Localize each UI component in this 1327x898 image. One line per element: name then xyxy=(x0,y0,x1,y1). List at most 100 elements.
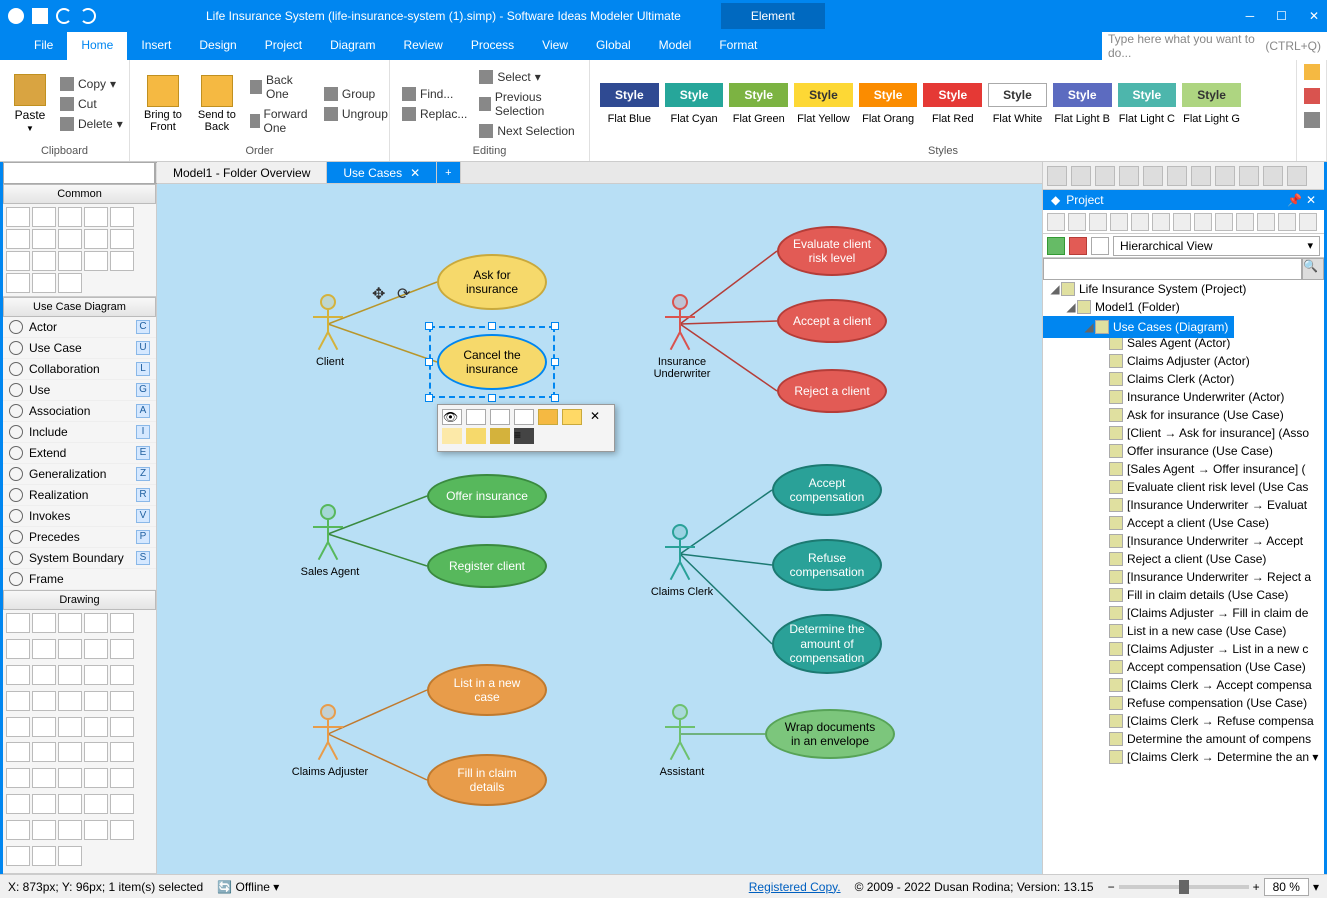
drawing-tool[interactable] xyxy=(32,665,56,685)
drawing-tool[interactable] xyxy=(58,846,82,866)
minibar-button[interactable] xyxy=(1089,213,1107,231)
popup-close-icon[interactable]: ✕ xyxy=(590,409,610,425)
zoom-value[interactable]: 80 % xyxy=(1264,878,1309,896)
forward-one-button[interactable]: Forward One xyxy=(248,106,314,136)
drawing-tool[interactable] xyxy=(84,639,108,659)
actor-clerk[interactable]: Claims Clerk xyxy=(657,524,707,598)
style-popup[interactable]: 👁✕≡ xyxy=(437,404,615,452)
selection-handle[interactable] xyxy=(551,322,559,330)
paste-button[interactable]: Paste ▼ xyxy=(10,72,50,135)
tool-use[interactable]: UseG xyxy=(3,380,156,401)
tool-realization[interactable]: RealizationR xyxy=(3,485,156,506)
prev-selection-button[interactable]: Previous Selection xyxy=(477,89,579,119)
zoom-control[interactable]: − + 80 % ▾ xyxy=(1108,878,1319,896)
panel-header-ucd[interactable]: Use Case Diagram xyxy=(3,297,156,317)
popup-tool[interactable] xyxy=(466,409,486,425)
project-header[interactable]: Project 📌✕ xyxy=(1043,190,1324,210)
refresh-icon[interactable] xyxy=(1047,237,1065,255)
selection-handle[interactable] xyxy=(425,322,433,330)
popup-tool[interactable] xyxy=(514,409,534,425)
menu-project[interactable]: Project xyxy=(251,32,316,60)
send-back-button[interactable]: Send to Back xyxy=(194,73,240,135)
tree-twisty[interactable]: ◢ xyxy=(1049,282,1061,296)
style-flat-yellow[interactable]: Style xyxy=(794,83,853,107)
menu-review[interactable]: Review xyxy=(389,32,456,60)
tree-node[interactable]: [Claims Clerk → Refuse compensa xyxy=(1043,712,1324,730)
common-tool[interactable] xyxy=(32,251,56,271)
tree-twisty[interactable]: ◢ xyxy=(1083,320,1095,334)
right-toolbar-button[interactable] xyxy=(1119,166,1139,186)
minibar-button[interactable] xyxy=(1215,213,1233,231)
style-flat-light-g[interactable]: Style xyxy=(1182,83,1241,107)
save-icon[interactable] xyxy=(32,8,48,24)
common-tool[interactable] xyxy=(32,229,56,249)
drawing-tool[interactable] xyxy=(32,820,56,840)
tree-node[interactable]: Claims Adjuster (Actor) xyxy=(1043,352,1324,370)
drawing-tool[interactable] xyxy=(110,820,134,840)
minibar-button[interactable] xyxy=(1152,213,1170,231)
drawing-tool[interactable] xyxy=(84,665,108,685)
color-swatch[interactable] xyxy=(490,428,510,444)
tool-use-case[interactable]: Use CaseU xyxy=(3,338,156,359)
drawing-tool[interactable] xyxy=(6,717,30,737)
right-toolbar-button[interactable] xyxy=(1143,166,1163,186)
cut-button[interactable]: Cut xyxy=(58,96,125,112)
tree-node[interactable]: ◢Life Insurance System (Project) xyxy=(1043,280,1324,298)
usecase-refusecomp[interactable]: Refusecompensation xyxy=(772,539,882,591)
new-tab-button[interactable]: + xyxy=(437,162,460,183)
tool-actor[interactable]: ActorC xyxy=(3,317,156,338)
search-icon[interactable]: 🔍 xyxy=(1302,258,1324,280)
drawing-tool[interactable] xyxy=(58,794,82,814)
usecase-offer[interactable]: Offer insurance xyxy=(427,474,547,518)
common-tool[interactable] xyxy=(6,229,30,249)
group-button[interactable]: Group xyxy=(322,86,390,102)
drawing-tool[interactable] xyxy=(110,691,134,711)
drawing-tool[interactable] xyxy=(32,691,56,711)
add-icon[interactable] xyxy=(1069,237,1087,255)
popup-tool[interactable]: ≡ xyxy=(514,428,534,444)
menu-diagram[interactable]: Diagram xyxy=(316,32,389,60)
tool-collaboration[interactable]: CollaborationL xyxy=(3,359,156,380)
usecase-ask[interactable]: Ask forinsurance xyxy=(437,254,547,310)
view-dropdown[interactable]: Hierarchical View xyxy=(1113,236,1320,256)
tool-include[interactable]: IncludeI xyxy=(3,422,156,443)
zoom-dropdown-icon[interactable]: ▾ xyxy=(1313,880,1319,894)
drawing-tool[interactable] xyxy=(58,665,82,685)
common-tool[interactable] xyxy=(110,251,134,271)
style-flat-cyan[interactable]: Style xyxy=(665,83,724,107)
selection-handle[interactable] xyxy=(488,394,496,402)
right-toolbar-button[interactable] xyxy=(1095,166,1115,186)
tree-node[interactable]: [Claims Adjuster → Fill in claim de xyxy=(1043,604,1324,622)
right-toolbar-button[interactable] xyxy=(1071,166,1091,186)
tree-twisty[interactable]: ◢ xyxy=(1065,300,1077,314)
tree-node[interactable]: [Claims Clerk → Accept compensa xyxy=(1043,676,1324,694)
zoom-out-icon[interactable]: − xyxy=(1108,880,1115,894)
tree-node[interactable]: List in a new case (Use Case) xyxy=(1043,622,1324,640)
menu-home[interactable]: Home xyxy=(67,32,127,60)
tree-node[interactable]: [Insurance Underwriter → Reject a xyxy=(1043,568,1324,586)
maximize-icon[interactable]: ☐ xyxy=(1276,9,1287,23)
minibar-button[interactable] xyxy=(1299,213,1317,231)
diagram-canvas[interactable]: ClientInsuranceUnderwriterSales AgentCla… xyxy=(157,184,1042,874)
registered-link[interactable]: Registered Copy. xyxy=(749,880,841,894)
toolbox-search-input[interactable] xyxy=(3,162,155,184)
selection-handle[interactable] xyxy=(551,394,559,402)
style-flat-orang[interactable]: Style xyxy=(859,83,918,107)
minibar-button[interactable] xyxy=(1173,213,1191,231)
tree-node[interactable]: Reject a client (Use Case) xyxy=(1043,550,1324,568)
ribbon-icon[interactable] xyxy=(1304,112,1320,128)
tell-me-search[interactable]: Type here what you want to do...(CTRL+Q) xyxy=(1102,32,1327,60)
drawing-tool[interactable] xyxy=(110,768,134,788)
undo-icon[interactable] xyxy=(56,8,72,24)
style-flat-white[interactable]: Style xyxy=(988,83,1047,107)
common-tool[interactable] xyxy=(6,207,30,227)
tree-node[interactable]: Insurance Underwriter (Actor) xyxy=(1043,388,1324,406)
doc-tab[interactable]: Use Cases✕ xyxy=(327,162,437,183)
tree-node[interactable]: Offer insurance (Use Case) xyxy=(1043,442,1324,460)
drawing-tool[interactable] xyxy=(6,691,30,711)
minibar-button[interactable] xyxy=(1194,213,1212,231)
drawing-tool[interactable] xyxy=(84,691,108,711)
usecase-filldetails[interactable]: Fill in claimdetails xyxy=(427,754,547,806)
style-flat-red[interactable]: Style xyxy=(923,83,982,107)
selection-handle[interactable] xyxy=(488,322,496,330)
